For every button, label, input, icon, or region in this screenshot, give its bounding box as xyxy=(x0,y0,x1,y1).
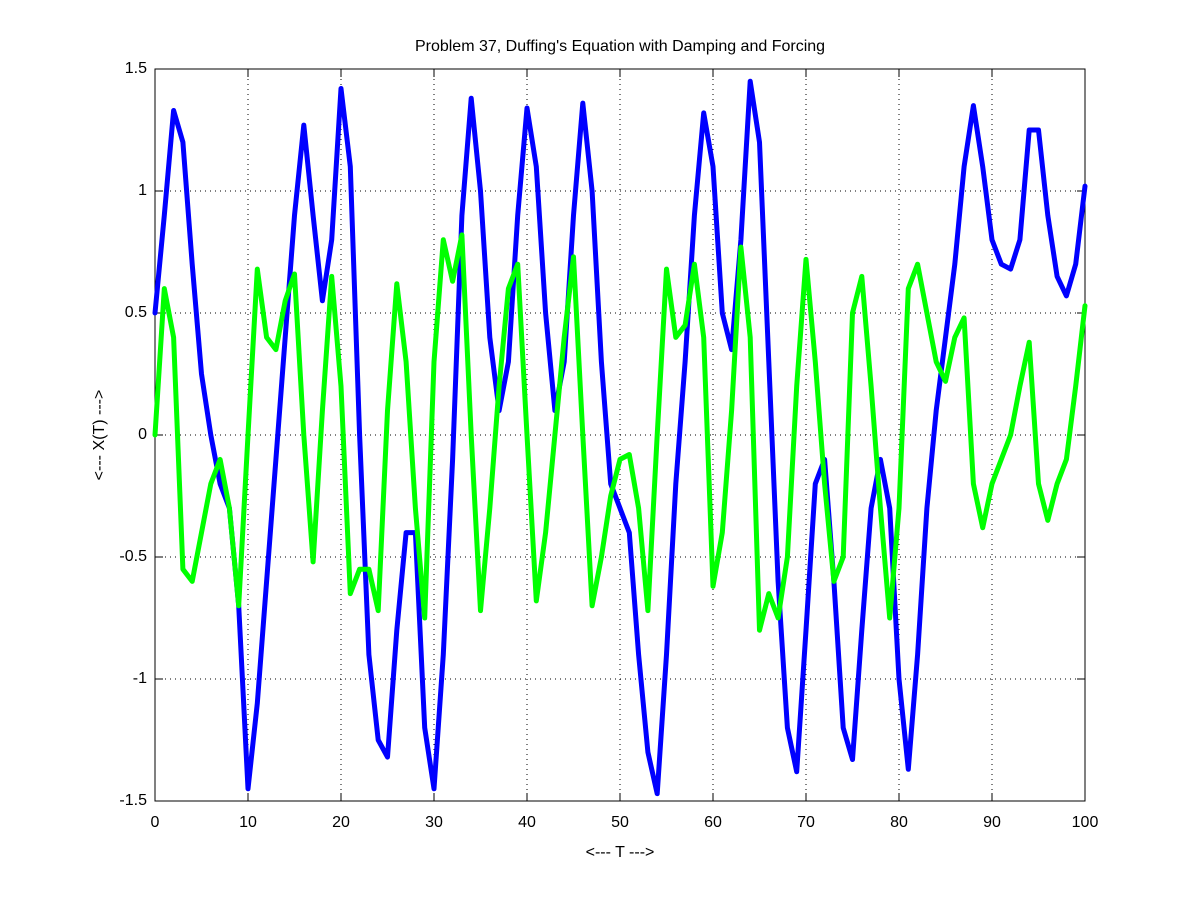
x-tick-label: 40 xyxy=(518,814,536,831)
y-tick-label: 0 xyxy=(138,426,147,443)
x-tick-label: 10 xyxy=(239,814,257,831)
x-tick-label: 100 xyxy=(1072,814,1099,831)
y-axis-label: <--- X(T) ---> xyxy=(91,390,108,481)
x-tick-label: 0 xyxy=(151,814,160,831)
data-line xyxy=(152,78,1088,797)
x-tick-label: 20 xyxy=(332,814,350,831)
chart-title: Problem 37, Duffing's Equation with Damp… xyxy=(415,38,825,55)
x-tick-label: 80 xyxy=(890,814,908,831)
y-tick-label: 1.5 xyxy=(125,60,147,77)
y-tick-label: -1 xyxy=(133,670,147,687)
y-tick-label: 0.5 xyxy=(125,304,147,321)
x-axis-label: <--- T ---> xyxy=(586,844,655,861)
x-tick-label: 60 xyxy=(704,814,722,831)
y-tick-label: -0.5 xyxy=(119,548,147,565)
x-tick-label: 50 xyxy=(611,814,629,831)
data-line xyxy=(152,232,1088,633)
x-tick-label: 30 xyxy=(425,814,443,831)
x-tick-label: 90 xyxy=(983,814,1001,831)
x-tick-label: 70 xyxy=(797,814,815,831)
y-tick-label: 1 xyxy=(138,182,147,199)
y-tick-label: -1.5 xyxy=(119,792,147,809)
